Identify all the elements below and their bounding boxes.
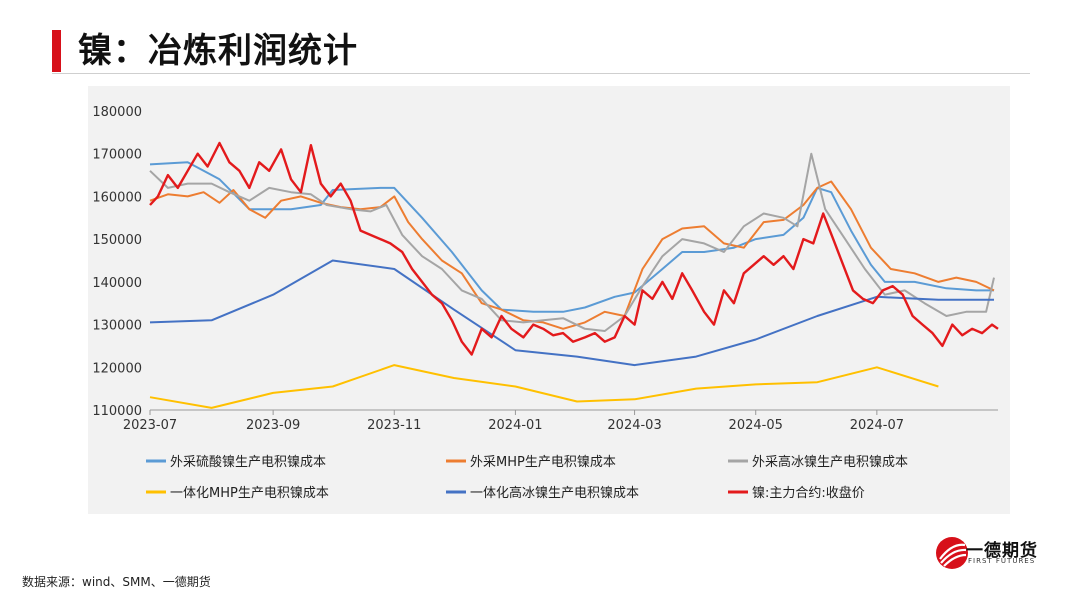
title-divider — [52, 73, 1030, 74]
legend-label-2: 外采MHP生产电积镍成本 — [470, 455, 616, 470]
chart-panel — [88, 86, 1010, 514]
series-line-1 — [149, 161, 994, 313]
legend-label-5: 一体化高冰镍生产电积镍成本 — [470, 485, 639, 501]
data-source-note: 数据来源：wind、SMM、一德期货 — [22, 575, 211, 589]
y-tick-label: 120000 — [92, 361, 142, 376]
company-logo-icon — [936, 537, 968, 569]
legend-label-3: 外采高冰镍生产电积镍成本 — [752, 454, 908, 470]
company-logo-subtitle: FIRST FUTURES — [968, 557, 1036, 565]
page-title: 镍：冶炼利润统计 — [78, 31, 358, 71]
series-line-3 — [149, 152, 995, 332]
line-chart: 110000 120000 130000 140000 150000 160000 1700… — [92, 105, 999, 501]
company-logo-name: 一德期货 — [966, 541, 1038, 561]
y-tick-label: 150000 — [92, 233, 142, 248]
x-tick-label: 2024-05 — [729, 418, 783, 433]
x-tick-label: 2024-03 — [607, 418, 661, 433]
y-tick-label: 140000 — [92, 276, 142, 291]
x-tick-label: 2023-07 — [123, 418, 177, 433]
x-tick-label: 2023-09 — [246, 418, 300, 433]
title-accent-bar — [52, 30, 61, 72]
series-line-6 — [149, 141, 999, 356]
legend-label-1: 外采硫酸镍生产电积镍成本 — [170, 455, 326, 470]
y-tick-label: 160000 — [92, 190, 142, 205]
y-tick-label: 180000 — [92, 105, 142, 120]
legend-label-4: 一体化MHP生产电积镍成本 — [170, 486, 329, 501]
y-tick-label: 110000 — [92, 404, 142, 419]
legend-label-6: 镍:主力合约:收盘价 — [752, 485, 865, 501]
y-tick-label: 170000 — [92, 148, 142, 163]
series-line-5 — [149, 259, 994, 367]
y-tick-label: 130000 — [92, 319, 142, 334]
x-tick-label: 2023-11 — [367, 418, 421, 433]
x-tick-label: 2024-07 — [850, 418, 904, 433]
x-tick-label: 2024-01 — [488, 418, 542, 433]
series-line-4 — [149, 364, 939, 409]
series-line-2 — [149, 180, 995, 330]
